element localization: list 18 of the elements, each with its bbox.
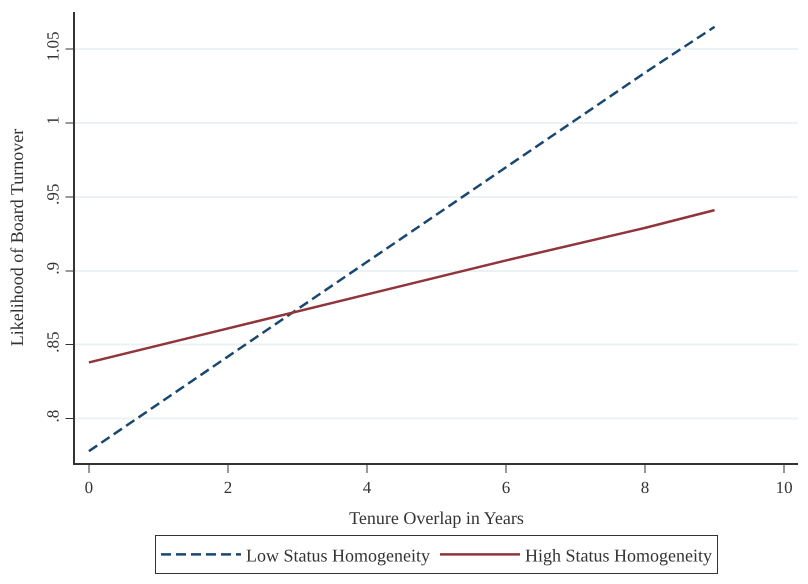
legend-label: Low Status Homogeneity	[246, 545, 430, 566]
y-axis-title: Likelihood of Board Turnover	[7, 128, 28, 346]
x-tick-label: 4	[362, 478, 372, 498]
y-tick-label: 1.05	[43, 32, 62, 62]
legend-label: High Status Homogeneity	[524, 545, 712, 566]
y-tick-label: .85	[43, 332, 62, 353]
y-tick-label: 1	[43, 116, 62, 125]
x-tick-label: 6	[502, 478, 510, 498]
y-tick-label: .8	[43, 410, 62, 422]
x-tick-label: 10	[776, 478, 793, 498]
line-series	[88, 26, 716, 452]
x-tick-label: 8	[640, 478, 650, 498]
x-axis-title: Tenure Overlap in Years	[349, 508, 524, 528]
y-tick-label: .9	[43, 262, 62, 275]
line-series	[88, 208, 716, 364]
x-tick-label: 2	[224, 478, 232, 498]
x-tick-label: 0	[84, 478, 94, 498]
y-tick-label: .95	[43, 184, 62, 205]
